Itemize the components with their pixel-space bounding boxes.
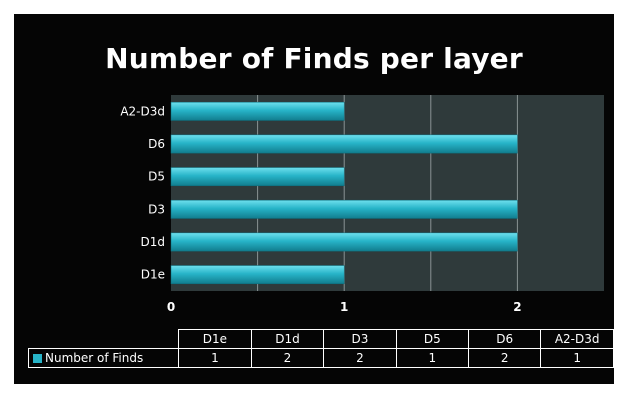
x-tick-label: 0	[167, 300, 175, 314]
bar	[170, 199, 518, 219]
data-table-series-row: Number of Finds 1 2 2 1 2 1	[27, 348, 614, 368]
y-tick-label: D5	[148, 170, 165, 184]
y-tick-label: D1e	[141, 268, 165, 282]
data-table-corner	[28, 329, 180, 349]
plot-area	[171, 95, 604, 291]
bar	[170, 101, 345, 121]
chart-title: Number of Finds per layer	[105, 42, 523, 75]
bar	[170, 167, 345, 187]
data-table-value-cell: 1	[178, 348, 252, 368]
bar	[170, 134, 518, 154]
y-tick-label: D6	[148, 137, 165, 151]
data-table-header-cell: D6	[467, 329, 542, 349]
bar	[170, 265, 345, 285]
y-tick-label: D1d	[141, 235, 166, 249]
data-table-value-cell: 2	[467, 348, 542, 368]
chart-frame: Number of Finds per layer D1e D1d D3 D5 D6 A2…	[14, 14, 614, 384]
x-tick-label: 1	[340, 300, 348, 314]
bar	[170, 232, 518, 252]
legend-series-name: Number of Finds	[45, 351, 144, 365]
data-table-header-cell: D5	[395, 329, 469, 349]
data-table-value-cell: 2	[250, 348, 325, 368]
x-tick-label: 2	[513, 300, 521, 314]
data-table-header-cell: A2-D3d	[540, 329, 614, 349]
data-table-header-cell: D1d	[250, 329, 325, 349]
data-table-value-cell: 1	[540, 348, 614, 368]
bar-chart: D1e D1d D3 D5 D6 A2-D3d 0 1 2	[120, 95, 604, 314]
y-tick-label: D3	[148, 202, 165, 216]
data-table-value-cell: 1	[395, 348, 469, 368]
data-table-value-cell: 2	[323, 348, 397, 368]
data-table-header-row: D1e D1d D3 D5 D6 A2-D3d	[28, 329, 614, 349]
data-table: D1e D1d D3 D5 D6 A2-D3d Number of Finds …	[27, 329, 614, 368]
y-tick-label: A2-D3d	[120, 104, 165, 118]
legend-swatch	[33, 354, 42, 363]
data-table-header-cell: D3	[323, 329, 397, 349]
data-table-series-label: Number of Finds	[27, 348, 180, 368]
data-table-header-cell: D1e	[178, 329, 252, 349]
